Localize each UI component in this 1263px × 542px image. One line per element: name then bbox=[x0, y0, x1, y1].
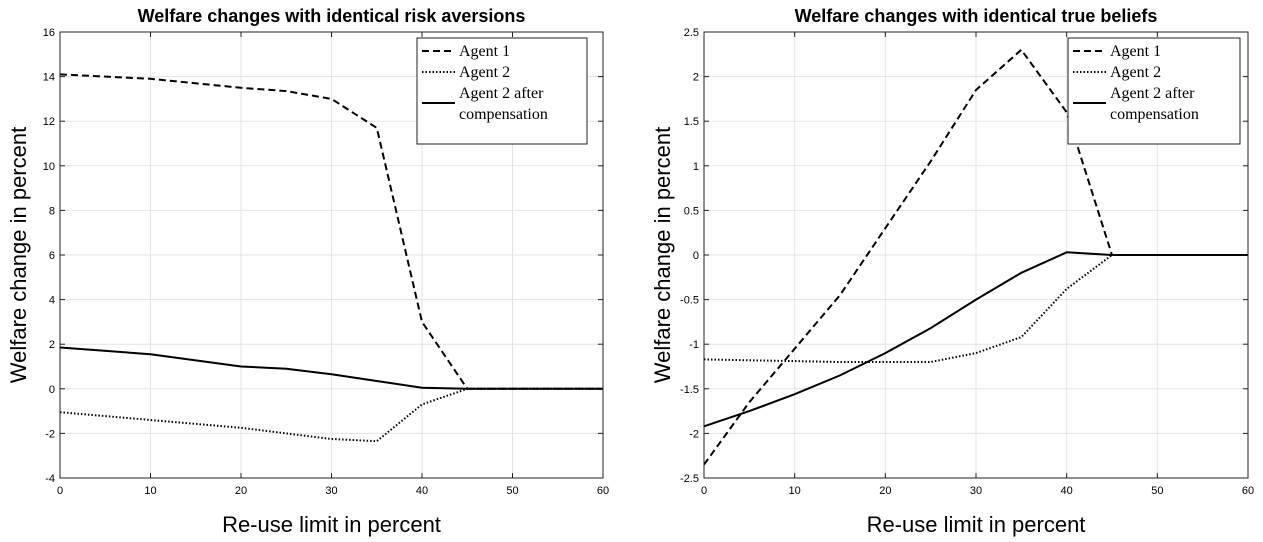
x-axis-label: Re-use limit in percent bbox=[867, 512, 1086, 537]
legend-entry-line: Agent 2 after bbox=[1110, 85, 1195, 102]
series-line-dotted bbox=[59, 387, 603, 443]
legend-box bbox=[1067, 37, 1241, 145]
y-tick-label: 12 bbox=[43, 116, 55, 128]
x-tick-label: 20 bbox=[879, 485, 891, 497]
y-tick-label: -1 bbox=[689, 339, 699, 351]
y-tick-label: -2.5 bbox=[680, 473, 699, 485]
y-tick-label: 2 bbox=[49, 339, 55, 351]
chart-title: Welfare changes with identical true beli… bbox=[795, 6, 1158, 26]
y-tick-label: 0 bbox=[49, 384, 55, 396]
legend-box bbox=[416, 37, 588, 145]
series-line-solid bbox=[703, 251, 1248, 428]
x-tick-label: 0 bbox=[701, 485, 707, 497]
x-tick-label: 60 bbox=[597, 485, 609, 497]
legend-entry: Agent 1 bbox=[1110, 43, 1161, 60]
x-tick-label: 50 bbox=[506, 485, 518, 497]
y-tick-label: 2 bbox=[693, 72, 699, 84]
x-tick-label: 30 bbox=[325, 485, 337, 497]
legend-entry-line: compensation bbox=[1110, 106, 1199, 123]
legend: Agent 1 Agent 2 Agent 2 after compensation bbox=[416, 37, 588, 145]
y-tick-label: 4 bbox=[49, 295, 55, 307]
legend-entry-line: compensation bbox=[459, 106, 548, 123]
y-tick-label: 1.5 bbox=[684, 116, 699, 128]
plot-frame bbox=[59, 31, 604, 479]
y-axis-label: Welfare change in percent bbox=[650, 127, 675, 383]
y-tick-label: -0.5 bbox=[680, 295, 699, 307]
x-axis-label: Re-use limit in percent bbox=[222, 512, 441, 537]
y-tick-label: 6 bbox=[49, 250, 55, 262]
chart-true-beliefs: 0 10 20 30 40 50 60 -2.5 -2 -1.5 -1 -0.5 0 0.5 1 1.5 2 2.… bbox=[650, 6, 1254, 537]
legend: Agent 1 Agent 2 Agent 2 after compensation bbox=[1067, 37, 1241, 145]
y-tick-label: 0.5 bbox=[684, 205, 699, 217]
y-tick-label: 0 bbox=[693, 250, 699, 262]
y-tick-label: -2 bbox=[45, 428, 55, 440]
plot-frame bbox=[703, 31, 1249, 479]
y-tick-label: 14 bbox=[43, 72, 55, 84]
y-tick-label: 8 bbox=[49, 205, 55, 217]
x-tick-label: 30 bbox=[970, 485, 982, 497]
chart-risk-aversions: 0 10 20 30 40 50 60 -4 -2 0 2 4 6 8 10 12 14 16 Welfare ch… bbox=[6, 6, 609, 537]
series-line-solid bbox=[59, 346, 603, 390]
legend-entry: Agent 2 bbox=[459, 64, 510, 81]
y-tick-label: -2 bbox=[689, 428, 699, 440]
legend-entry-line: Agent 2 after bbox=[459, 85, 544, 102]
y-tick-label: 2.5 bbox=[684, 27, 699, 39]
x-tick-label: 10 bbox=[144, 485, 156, 497]
y-axis-label: Welfare change in percent bbox=[6, 127, 31, 383]
y-tick-label: -1.5 bbox=[680, 384, 699, 396]
x-tick-label: 20 bbox=[235, 485, 247, 497]
chart-title: Welfare changes with identical risk aver… bbox=[138, 6, 526, 26]
legend-entry: Agent 2 bbox=[1110, 64, 1161, 81]
y-tick-label: -4 bbox=[45, 473, 55, 485]
legend-entry: Agent 2 after compensation bbox=[1110, 85, 1199, 123]
y-tick-label: 16 bbox=[43, 27, 55, 39]
y-tick-label: 1 bbox=[693, 161, 699, 173]
x-tick-label: 40 bbox=[1061, 485, 1073, 497]
legend-entry: Agent 1 bbox=[459, 43, 510, 60]
x-tick-label: 40 bbox=[416, 485, 428, 497]
x-tick-label: 10 bbox=[789, 485, 801, 497]
x-tick-label: 60 bbox=[1242, 485, 1254, 497]
y-tick-label: 10 bbox=[43, 161, 55, 173]
legend-entry: Agent 2 after compensation bbox=[459, 85, 548, 123]
x-tick-label: 0 bbox=[57, 485, 63, 497]
x-tick-label: 50 bbox=[1151, 485, 1163, 497]
